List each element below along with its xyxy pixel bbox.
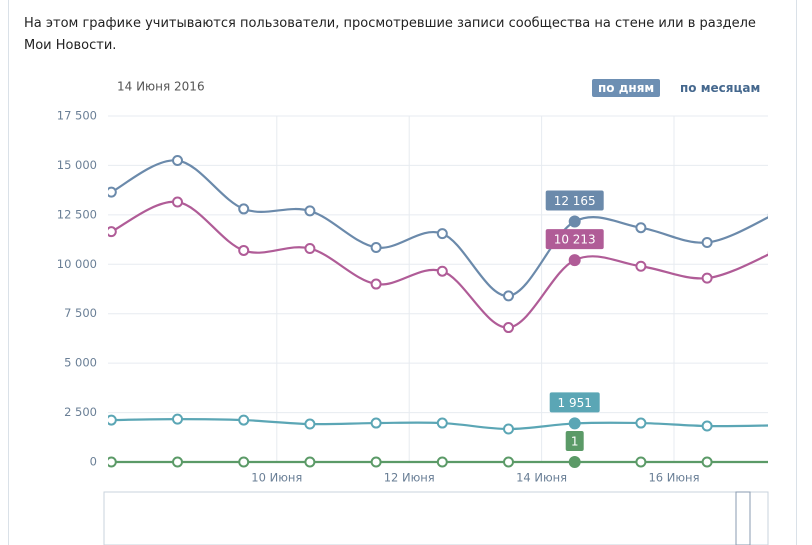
value-label-box — [545, 229, 604, 250]
point — [568, 417, 581, 430]
point — [370, 417, 382, 429]
plot — [108, 154, 768, 468]
navigator-handle — [735, 491, 751, 545]
point — [503, 322, 515, 334]
panel — [8, 0, 797, 545]
y-tick-label: 10 000 — [57, 257, 97, 271]
point — [238, 456, 250, 468]
navigator — [103, 491, 769, 545]
value-label: 1 951 — [558, 396, 592, 410]
point — [172, 456, 184, 468]
y-tick-label: 7 500 — [64, 306, 97, 320]
point — [108, 456, 117, 468]
point — [172, 154, 184, 166]
point — [370, 456, 382, 468]
point — [436, 228, 448, 240]
point — [767, 460, 768, 464]
point — [635, 222, 647, 234]
point — [701, 272, 713, 284]
y-tick-label: 2 500 — [64, 405, 97, 419]
x-tick-label: 10 Июня — [251, 471, 302, 485]
point — [503, 423, 515, 435]
point — [108, 226, 117, 238]
point — [304, 456, 316, 468]
point — [304, 242, 316, 254]
point — [436, 417, 448, 429]
chart-date: 14 Июня 2016 — [117, 80, 205, 94]
point — [767, 250, 768, 254]
point — [304, 205, 316, 217]
point — [238, 203, 250, 215]
point — [568, 215, 581, 228]
point — [436, 456, 448, 468]
y-tick-label: 0 — [90, 455, 97, 469]
point — [503, 456, 515, 468]
value-label: 10 213 — [554, 233, 596, 247]
value-label-box — [565, 430, 584, 451]
x-tick-label: 14 Июня — [516, 471, 567, 485]
value-label-box — [549, 392, 600, 413]
point — [635, 417, 647, 429]
value-label: 12 165 — [554, 194, 596, 208]
point — [238, 414, 250, 426]
point — [635, 260, 647, 272]
point — [108, 414, 117, 426]
point — [701, 420, 713, 432]
point — [635, 456, 647, 468]
point — [767, 423, 768, 427]
y-tick-label: 15 000 — [57, 158, 97, 172]
point — [436, 265, 448, 277]
point — [370, 241, 382, 253]
point — [568, 455, 581, 468]
x-tick-label: 12 Июня — [384, 471, 435, 485]
point — [701, 237, 713, 249]
point — [701, 456, 713, 468]
point — [172, 196, 184, 208]
y-tick-label: 12 500 — [57, 207, 97, 221]
description: На этом графике учитываются пользователи… — [24, 16, 756, 53]
value-label: 1 — [571, 434, 579, 448]
day-button[interactable]: по дням — [592, 79, 661, 97]
x-tick-label: 16 Июня — [648, 471, 699, 485]
month-button[interactable]: по месяцам — [680, 81, 761, 95]
y-tick-label: 5 000 — [64, 356, 97, 370]
point — [370, 278, 382, 290]
point — [108, 186, 117, 198]
point — [238, 244, 250, 256]
point — [767, 213, 768, 217]
y-tick-label: 17 500 — [57, 109, 97, 123]
value-label-box — [545, 190, 604, 211]
point — [172, 413, 184, 425]
point — [304, 418, 316, 430]
point — [568, 254, 581, 267]
point — [503, 290, 515, 302]
